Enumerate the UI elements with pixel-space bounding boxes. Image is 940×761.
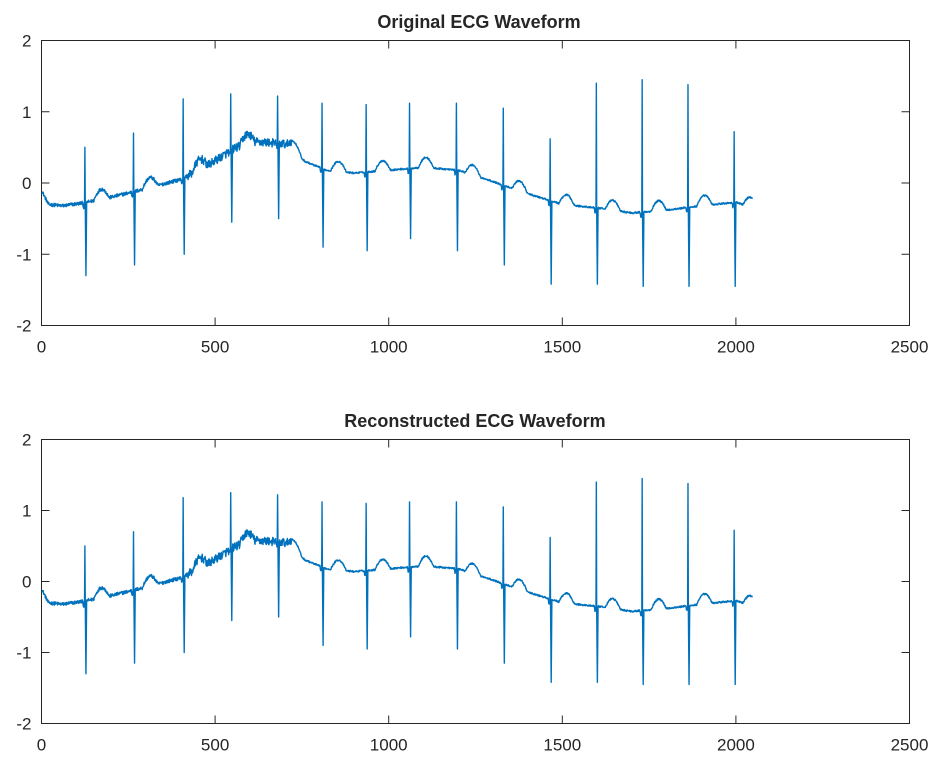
y-ticks: -2 -1 0 1 2 xyxy=(16,431,910,734)
y-tick-label: -2 xyxy=(16,715,31,734)
x-tick-label: 0 xyxy=(37,338,46,357)
y-tick-label: 2 xyxy=(22,32,31,51)
x-tick-label: 500 xyxy=(201,736,229,755)
series-layer xyxy=(41,477,753,686)
x-tick-label: 1000 xyxy=(370,338,408,357)
chart-title: Reconstructed ECG Waveform xyxy=(344,411,605,431)
y-ticks: -2 -1 0 1 2 xyxy=(16,32,910,336)
x-ticks: 0 500 1000 1500 2000 2500 xyxy=(37,40,929,357)
chart-title: Original ECG Waveform xyxy=(377,12,580,32)
y-tick-label: -1 xyxy=(16,644,31,663)
x-tick-label: 0 xyxy=(37,736,46,755)
y-tick-label: -2 xyxy=(16,317,31,336)
x-ticks: 0 500 1000 1500 2000 2500 xyxy=(37,439,929,755)
x-tick-label: 1500 xyxy=(543,736,581,755)
axes-frame xyxy=(41,40,910,326)
axes-original: Original ECG Waveform 0 500 1000 1500 2000 25… xyxy=(16,12,928,357)
x-tick-label: 1500 xyxy=(543,338,581,357)
series-line xyxy=(41,78,753,288)
y-tick-label: 2 xyxy=(22,431,31,450)
y-tick-label: 0 xyxy=(22,174,31,193)
x-tick-label: 2000 xyxy=(717,736,755,755)
x-tick-label: 1000 xyxy=(370,736,408,755)
x-tick-label: 2500 xyxy=(891,736,929,755)
series-layer xyxy=(41,78,753,288)
y-tick-label: 1 xyxy=(22,103,31,122)
axes-reconstructed: Reconstructed ECG Waveform 0 500 1000 1500 2… xyxy=(16,411,928,755)
y-tick-label: 1 xyxy=(22,502,31,521)
x-tick-label: 500 xyxy=(201,338,229,357)
x-tick-label: 2000 xyxy=(717,338,755,357)
y-tick-label: 0 xyxy=(22,573,31,592)
x-tick-label: 2500 xyxy=(891,338,929,357)
y-tick-label: -1 xyxy=(16,245,31,264)
series-line xyxy=(41,477,753,686)
